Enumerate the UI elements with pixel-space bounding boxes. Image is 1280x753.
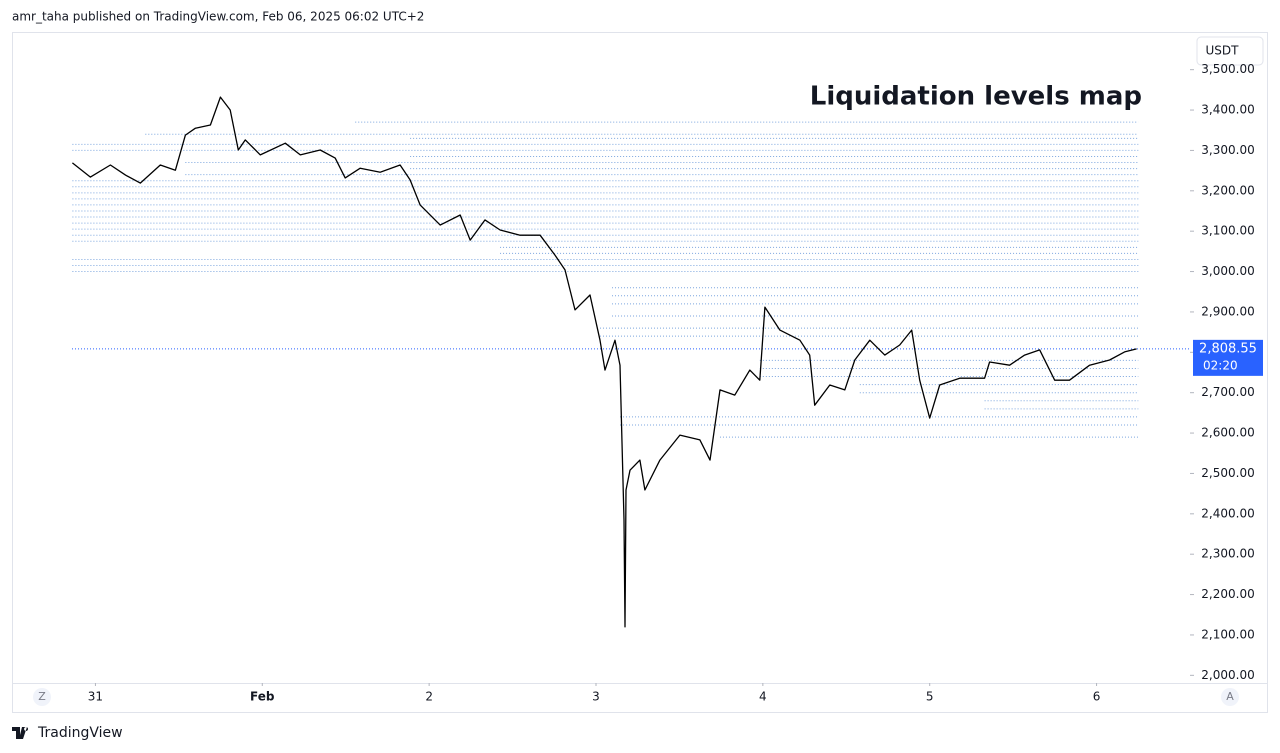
x-tick-label: 31 <box>88 690 103 704</box>
countdown-label: 02:20 <box>1203 358 1238 372</box>
currency-button[interactable] <box>1196 36 1264 66</box>
y-tick-label: 2,600.00 <box>1201 426 1254 440</box>
last-price-box <box>1193 339 1263 376</box>
currency-label: USDT <box>1206 44 1240 58</box>
y-tick-label: 2,000.00 <box>1201 668 1254 682</box>
chart-title: Liquidation levels map <box>810 82 1142 112</box>
y-tick-label: 3,400.00 <box>1201 103 1254 117</box>
zoom-label: Z <box>38 690 46 703</box>
y-tick-label: 3,100.00 <box>1201 224 1254 238</box>
x-tick-label: 2 <box>425 690 433 704</box>
y-tick-label: 3,300.00 <box>1201 143 1254 157</box>
footer-brand: TradingView <box>37 725 123 741</box>
tv-logo <box>12 727 29 739</box>
y-tick-label: 2,100.00 <box>1201 627 1254 641</box>
y-tick-label: 3,500.00 <box>1201 62 1254 76</box>
zoom-button[interactable] <box>33 688 51 706</box>
publish-info: amr_taha published on TradingView.com, F… <box>12 10 424 24</box>
y-tick-label: 2,700.00 <box>1201 385 1254 399</box>
x-tick-label: 3 <box>592 690 600 704</box>
y-tick-label: 3,200.00 <box>1201 183 1254 197</box>
plot-area <box>71 96 1190 628</box>
price-axis: 2,000.00 2,100.00 2,200.00 2,300.00 2,400.00… <box>1190 62 1263 682</box>
chart-frame <box>12 32 1268 713</box>
x-tick-label: Feb <box>250 690 275 704</box>
price-line <box>71 96 1137 628</box>
auto-scale-button[interactable] <box>1221 688 1239 706</box>
y-tick-label: 3,000.00 <box>1201 264 1254 278</box>
y-tick-label: 2,200.00 <box>1201 587 1254 601</box>
x-tick-label: 5 <box>926 690 934 704</box>
y-tick-label: 2,400.00 <box>1201 506 1254 520</box>
y-tick-label: 2,500.00 <box>1201 466 1254 480</box>
last-price-label: 2,808.55 <box>1199 341 1257 356</box>
y-tick-label: 2,300.00 <box>1201 547 1254 561</box>
y-tick-label: 2,900.00 <box>1201 304 1254 318</box>
auto-scale-label: A <box>1226 690 1234 703</box>
x-tick-label: 6 <box>1093 690 1101 704</box>
x-tick-label: 4 <box>759 690 767 704</box>
